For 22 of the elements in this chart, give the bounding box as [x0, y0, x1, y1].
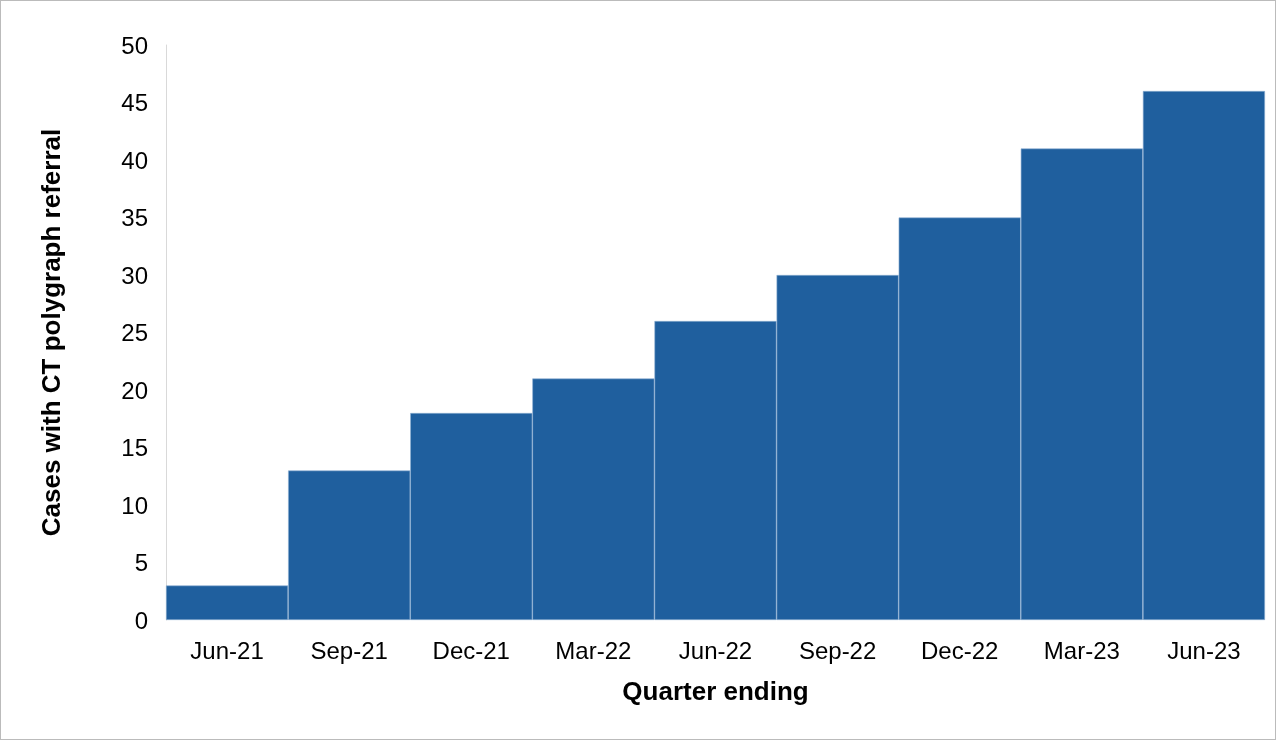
y-tick-label: 20 — [121, 376, 148, 404]
x-tick-label: Jun-21 — [190, 636, 264, 664]
x-tick-label: Sep-22 — [798, 636, 877, 664]
y-tick-label: 15 — [121, 434, 148, 461]
x-tick-label: Mar-22 — [555, 636, 632, 664]
y-tick-label: 5 — [134, 549, 148, 576]
y-axis-title: Cases with CT polygraph referral — [36, 128, 66, 537]
x-tick-label: Sep-21 — [310, 636, 388, 664]
y-tick-label: 40 — [121, 146, 148, 174]
y-tick-label: 35 — [121, 204, 148, 231]
x-axis-title: Quarter ending — [622, 676, 809, 706]
x-tick-label: Jun-22 — [678, 636, 753, 664]
y-tick-label: 25 — [121, 319, 148, 346]
x-tick-label: Mar-23 — [1043, 636, 1120, 664]
y-tick-label: 10 — [121, 491, 148, 519]
x-tick-label: Jun-23 — [1167, 636, 1241, 664]
x-tick-label: Dec-21 — [432, 636, 510, 664]
x-tick-label: Dec-22 — [921, 636, 999, 664]
y-tick-label: 0 — [134, 606, 148, 634]
y-tick-label: 50 — [121, 31, 148, 59]
y-tick-label: 30 — [121, 261, 148, 289]
y-tick-label: 45 — [121, 89, 148, 116]
